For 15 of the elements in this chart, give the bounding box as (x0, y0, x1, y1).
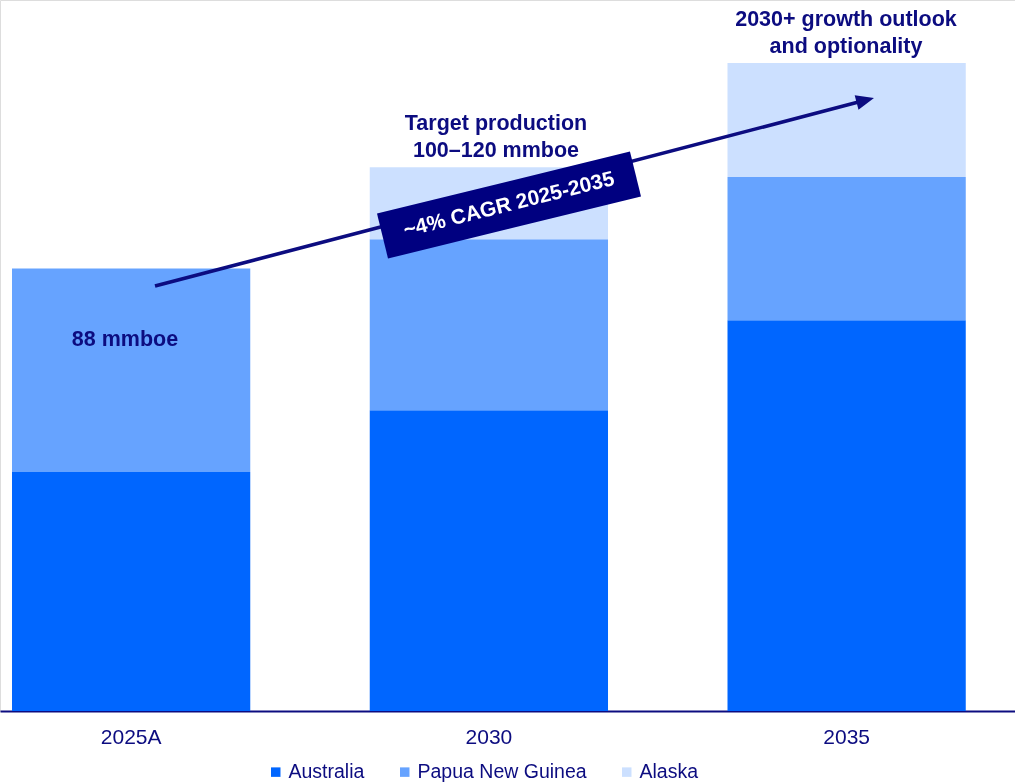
bar (727, 320, 966, 711)
annotation: Target production 100–120 mmboe (404, 111, 588, 162)
text: 2030+ growth outlook and optionality (735, 7, 957, 58)
bar (369, 410, 609, 711)
bar (727, 177, 966, 321)
legend-label: Australia (288, 760, 365, 783)
bar (727, 63, 966, 178)
x-tick-label: 2025A (100, 724, 162, 748)
bar (12, 471, 251, 711)
x-tick-label: 2030 (465, 724, 513, 748)
legend-label: Alaska (639, 760, 699, 783)
bar (12, 268, 251, 472)
x-tick-label: 2035 (823, 724, 870, 748)
annotation: 88 mmboe (71, 327, 179, 351)
legend-label: Papua New Guinea (417, 760, 587, 783)
